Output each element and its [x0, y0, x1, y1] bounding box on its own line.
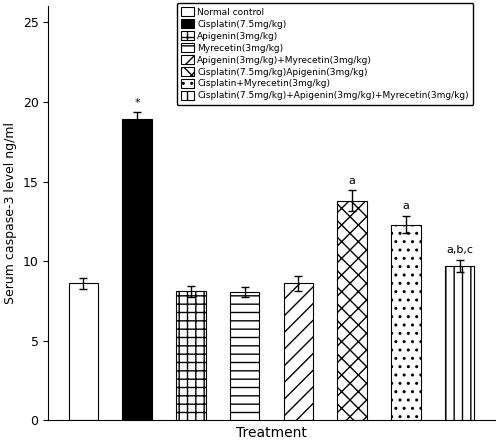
Text: a: a	[402, 201, 409, 211]
Bar	[230, 292, 260, 420]
Bar	[176, 291, 206, 420]
Y-axis label: Serum caspase-3 level ng/ml: Serum caspase-3 level ng/ml	[4, 123, 17, 305]
Text: a: a	[348, 175, 356, 186]
Bar	[122, 119, 152, 420]
Legend: Normal control, Cisplatin(7.5mg/kg), Apigenin(3mg/kg), Myrecetin(3mg/kg), Apigen: Normal control, Cisplatin(7.5mg/kg), Api…	[176, 3, 474, 105]
Bar	[391, 225, 420, 420]
Text: a,b,c: a,b,c	[446, 245, 473, 255]
Bar	[445, 266, 474, 420]
Bar	[338, 201, 367, 420]
Bar	[68, 283, 98, 420]
X-axis label: Treatment: Treatment	[236, 426, 307, 440]
Text: *: *	[134, 98, 140, 107]
Bar	[284, 283, 313, 420]
